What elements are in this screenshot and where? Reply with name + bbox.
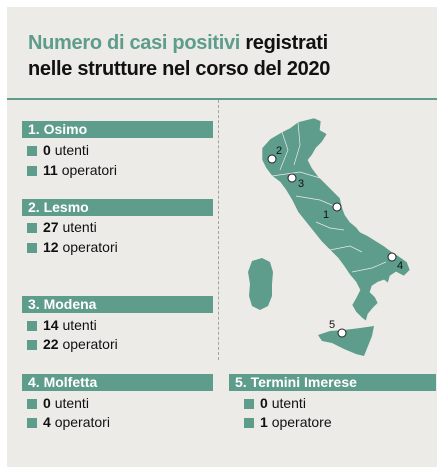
region-borders — [271, 121, 387, 273]
location-header-lesmo: 2. Lesmo — [22, 199, 213, 216]
osimo-operatori-count: 11 — [43, 162, 58, 178]
termini-utenti-count: 0 — [260, 395, 268, 411]
termini-operatori-label: operatore — [271, 414, 332, 430]
svg-text:3: 3 — [298, 178, 304, 190]
sicily-shape — [318, 326, 374, 356]
modena-operatori-count: 22 — [43, 336, 59, 352]
lesmo-operatori-label: operatori — [62, 239, 118, 255]
map-marker-molfetta: 4 — [387, 252, 403, 272]
location-header-modena: 3. Modena — [22, 296, 213, 313]
lesmo-utenti-row: 27 utenti — [27, 219, 97, 235]
svg-text:4: 4 — [397, 260, 403, 272]
molfetta-operatori-row: 4 operatori — [27, 414, 110, 430]
osimo-operatori-row: 11 operatori — [27, 162, 117, 178]
modena-operatori-label: operatori — [62, 336, 118, 352]
svg-text:2: 2 — [276, 145, 282, 157]
osimo-operatori-label: operatori — [61, 162, 117, 178]
modena-utenti-row: 14 utenti — [27, 317, 97, 333]
lesmo-operatori-row: 12 operatori — [27, 239, 118, 255]
bullet-square-icon — [244, 418, 254, 428]
sardinia-shape — [248, 258, 273, 310]
osimo-utenti-row: 0 utenti — [27, 142, 89, 158]
termini-utenti-label: utenti — [271, 395, 306, 411]
title-accent: Numero di casi positivi — [28, 32, 241, 54]
location-header-osimo: 1. Osimo — [22, 121, 213, 138]
modena-utenti-count: 14 — [43, 317, 59, 333]
molfetta-operatori-label: operatori — [54, 414, 110, 430]
map-marker-lesmo: 2 — [267, 145, 282, 164]
location-header-termini-imerese: 5. Termini Imerese — [229, 374, 436, 391]
title-line-1: Numero di casi positivi registrati — [28, 32, 328, 55]
svg-text:1: 1 — [323, 209, 329, 221]
termini-operatori-count: 1 — [260, 414, 268, 430]
column-divider — [218, 100, 219, 360]
title-line-2: nelle strutture nel corso del 2020 — [28, 58, 331, 80]
lesmo-utenti-label: utenti — [62, 219, 97, 235]
svg-text:5: 5 — [329, 319, 335, 331]
italy-mainland-shape — [261, 117, 411, 322]
location-header-molfetta: 4. Molfetta — [22, 374, 213, 391]
italy-map: 1 2 3 4 5 — [248, 117, 411, 356]
modena-operatori-row: 22 operatori — [27, 336, 118, 352]
bullet-square-icon — [27, 418, 37, 428]
termini-utenti-row: 0 utenti — [244, 395, 306, 411]
bullet-square-icon — [244, 399, 254, 409]
map-marker-osimo: 1 — [323, 202, 342, 221]
molfetta-utenti-label: utenti — [54, 395, 89, 411]
bullet-square-icon — [27, 399, 37, 409]
termini-operatori-row: 1 operatore — [244, 414, 332, 430]
molfetta-operatori-count: 4 — [43, 414, 51, 430]
map-marker-termini-imerese: 5 — [329, 319, 347, 338]
bullet-square-icon — [27, 321, 37, 331]
title-divider — [7, 98, 437, 100]
title-rest: registrati — [245, 32, 328, 54]
lesmo-operatori-count: 12 — [43, 239, 59, 255]
bullet-square-icon — [27, 243, 37, 253]
bullet-square-icon — [27, 146, 37, 156]
bullet-square-icon — [27, 340, 37, 350]
molfetta-utenti-row: 0 utenti — [27, 395, 89, 411]
osimo-utenti-label: utenti — [54, 142, 89, 158]
bullet-square-icon — [27, 166, 37, 176]
map-marker-modena: 3 — [287, 173, 304, 190]
modena-utenti-label: utenti — [62, 317, 97, 333]
osimo-utenti-count: 0 — [43, 142, 51, 158]
lesmo-utenti-count: 27 — [43, 219, 59, 235]
molfetta-utenti-count: 0 — [43, 395, 51, 411]
bullet-square-icon — [27, 223, 37, 233]
